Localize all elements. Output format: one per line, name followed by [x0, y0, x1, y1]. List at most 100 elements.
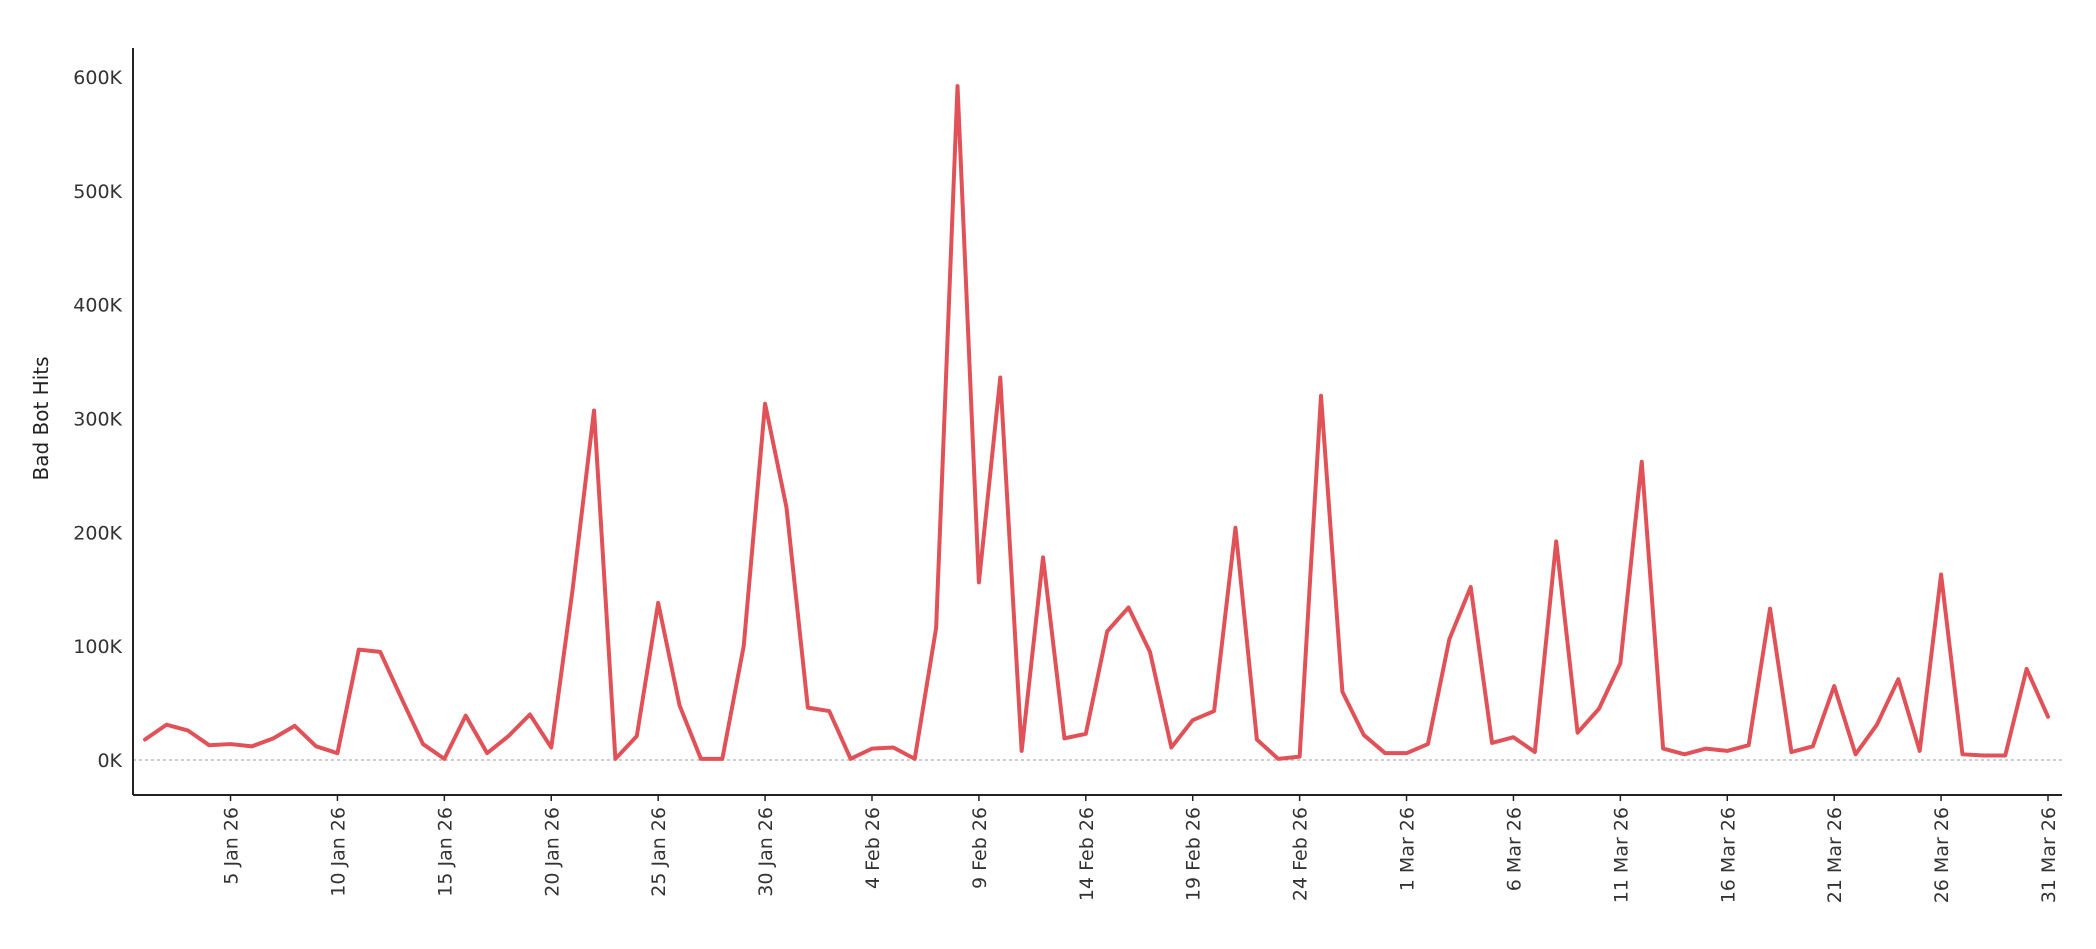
- data-point[interactable]: [718, 755, 726, 763]
- data-point[interactable]: [312, 742, 320, 750]
- data-point[interactable]: [611, 755, 619, 763]
- data-point[interactable]: [547, 743, 555, 751]
- data-point[interactable]: [590, 407, 598, 415]
- data-point[interactable]: [569, 585, 577, 593]
- data-point[interactable]: [483, 749, 491, 757]
- series-group: [141, 82, 2052, 763]
- data-point[interactable]: [1830, 682, 1838, 690]
- data-point[interactable]: [1616, 659, 1624, 667]
- data-point[interactable]: [1082, 730, 1090, 738]
- data-point[interactable]: [1766, 605, 1774, 613]
- data-point[interactable]: [184, 726, 192, 734]
- data-point[interactable]: [911, 755, 919, 763]
- x-tick-label: 6 Mar 26: [1503, 807, 1525, 891]
- data-point[interactable]: [1916, 747, 1924, 755]
- data-point[interactable]: [1980, 751, 1988, 759]
- data-point[interactable]: [269, 734, 277, 742]
- data-point[interactable]: [996, 374, 1004, 382]
- data-point[interactable]: [868, 745, 876, 753]
- data-point[interactable]: [1809, 742, 1817, 750]
- data-point[interactable]: [1659, 745, 1667, 753]
- data-point[interactable]: [1146, 648, 1154, 656]
- data-point[interactable]: [2023, 665, 2031, 673]
- data-point[interactable]: [1787, 748, 1795, 756]
- data-point[interactable]: [1296, 753, 1304, 761]
- data-point[interactable]: [162, 721, 170, 729]
- data-point[interactable]: [227, 740, 235, 748]
- data-point[interactable]: [1681, 750, 1689, 758]
- data-point[interactable]: [141, 736, 149, 744]
- data-point[interactable]: [975, 578, 983, 586]
- data-point[interactable]: [1317, 392, 1325, 400]
- data-point[interactable]: [1958, 750, 1966, 758]
- data-point[interactable]: [1531, 748, 1539, 756]
- x-tick-label: 10 Jan 26: [327, 807, 349, 897]
- data-point[interactable]: [1852, 750, 1860, 758]
- data-point[interactable]: [1274, 755, 1282, 763]
- y-axis-ticks: 0K 100K 200K 300K 400K 500K 600K: [73, 67, 122, 772]
- data-point[interactable]: [2044, 713, 2052, 721]
- data-point[interactable]: [1894, 675, 1902, 683]
- data-point[interactable]: [761, 400, 769, 408]
- data-point[interactable]: [1189, 716, 1197, 724]
- data-point[interactable]: [889, 743, 897, 751]
- data-point[interactable]: [248, 742, 256, 750]
- data-point[interactable]: [847, 755, 855, 763]
- data-point[interactable]: [1338, 688, 1346, 696]
- series-line-bad-bot-hits: [143, 84, 2050, 761]
- data-point[interactable]: [1381, 749, 1389, 757]
- data-point[interactable]: [697, 755, 705, 763]
- data-point[interactable]: [1745, 741, 1753, 749]
- data-point[interactable]: [355, 646, 363, 654]
- data-point[interactable]: [1574, 729, 1582, 737]
- data-point[interactable]: [654, 599, 662, 607]
- data-point[interactable]: [440, 755, 448, 763]
- data-point[interactable]: [825, 707, 833, 715]
- data-point[interactable]: [1467, 583, 1475, 591]
- data-point[interactable]: [804, 704, 812, 712]
- data-point[interactable]: [1060, 734, 1068, 742]
- data-point[interactable]: [1403, 749, 1411, 757]
- data-point[interactable]: [1445, 635, 1453, 643]
- data-point[interactable]: [1424, 740, 1432, 748]
- data-point[interactable]: [1937, 570, 1945, 578]
- data-point[interactable]: [1253, 736, 1261, 744]
- data-point[interactable]: [676, 701, 684, 709]
- data-point[interactable]: [291, 722, 299, 730]
- data-point[interactable]: [1231, 524, 1239, 532]
- data-point[interactable]: [1103, 627, 1111, 635]
- data-point[interactable]: [1723, 747, 1731, 755]
- x-tick-label: 20 Jan 26: [541, 807, 563, 897]
- data-point[interactable]: [782, 503, 790, 511]
- data-point[interactable]: [419, 740, 427, 748]
- data-point[interactable]: [1125, 603, 1133, 611]
- data-point[interactable]: [1488, 739, 1496, 747]
- data-point[interactable]: [1360, 731, 1368, 739]
- data-point[interactable]: [504, 732, 512, 740]
- data-point[interactable]: [2001, 751, 2009, 759]
- data-point[interactable]: [1167, 743, 1175, 751]
- data-point[interactable]: [1638, 458, 1646, 466]
- x-tick-label: 15 Jan 26: [434, 807, 456, 897]
- y-tick-label: 600K: [73, 67, 122, 89]
- data-point[interactable]: [205, 741, 213, 749]
- data-point[interactable]: [333, 749, 341, 757]
- data-point[interactable]: [1210, 707, 1218, 715]
- data-point[interactable]: [1039, 553, 1047, 561]
- y-tick-label: 200K: [73, 522, 122, 544]
- data-point[interactable]: [1552, 537, 1560, 545]
- data-point[interactable]: [1873, 721, 1881, 729]
- data-point[interactable]: [1018, 747, 1026, 755]
- data-point[interactable]: [740, 642, 748, 650]
- data-point[interactable]: [932, 624, 940, 632]
- data-point[interactable]: [398, 695, 406, 703]
- data-point[interactable]: [376, 648, 384, 656]
- data-point[interactable]: [1509, 733, 1517, 741]
- data-point[interactable]: [954, 82, 962, 90]
- data-point[interactable]: [526, 710, 534, 718]
- data-point[interactable]: [1595, 705, 1603, 713]
- data-point[interactable]: [462, 712, 470, 720]
- data-point[interactable]: [633, 732, 641, 740]
- data-point[interactable]: [1702, 745, 1710, 753]
